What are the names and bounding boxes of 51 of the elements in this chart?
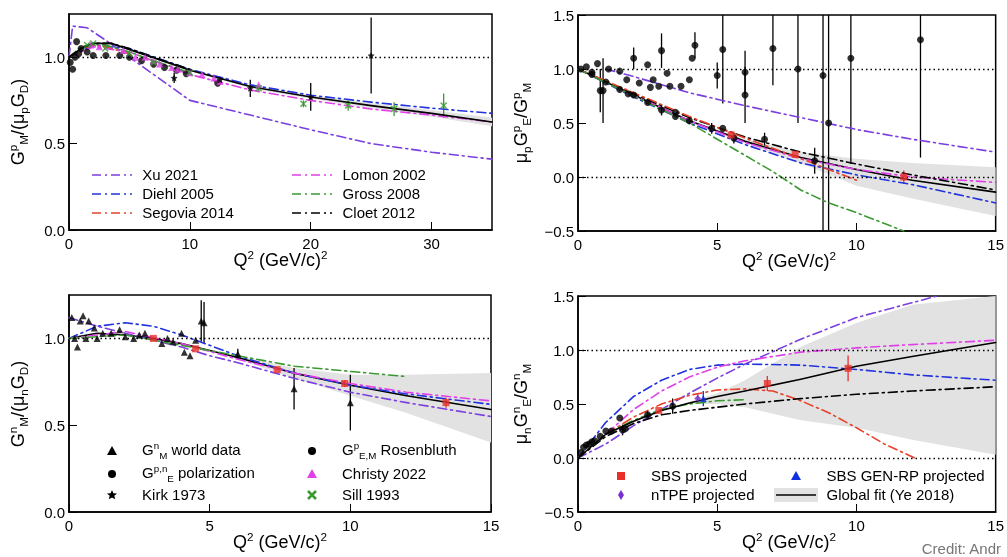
y-tick-label: 0.5 xyxy=(553,395,574,413)
x-tick-label: 15 xyxy=(987,236,1004,253)
legend-label: Xu 2021 xyxy=(142,166,199,184)
x-tick-label: 30 xyxy=(423,235,440,252)
x-tick-label: 10 xyxy=(848,517,865,534)
x-tick-label: 5 xyxy=(205,517,214,534)
legend-label: Segovia 2014 xyxy=(142,204,234,222)
x-tick-label: 0 xyxy=(64,517,74,534)
legend-label: Diehl 2005 xyxy=(142,185,214,203)
x-tick-label: 15 xyxy=(482,517,500,534)
legend-label: Cloet 2012 xyxy=(342,204,416,222)
legend-label: G$^{p,n}$$_{E}$ polarization xyxy=(142,463,255,485)
y-tick-label: 1.0 xyxy=(44,329,65,347)
y-tick-label: 1.5 xyxy=(553,6,574,24)
y-tick-label: 0.0 xyxy=(44,221,65,239)
text: Credit: Andr xyxy=(921,540,1001,557)
y-tick-label: 1.0 xyxy=(553,341,574,359)
y-tick-label: 1.5 xyxy=(553,287,574,305)
x-tick-label: 0 xyxy=(573,236,583,253)
y-tick-label: 1.0 xyxy=(553,60,574,78)
x-axis-title: Q$^{2}$ (GeV/c)$^{2}$ xyxy=(232,530,328,553)
legend-label: nTPE projected xyxy=(651,486,755,504)
x-tick-label: 5 xyxy=(713,236,722,253)
x-tick-label: 0 xyxy=(573,517,583,534)
legend-label: Lomon 2002 xyxy=(342,166,426,184)
y-tick-label: 0.5 xyxy=(44,135,65,153)
legend-label: Sill 1993 xyxy=(341,486,400,504)
legend-label: Global fit (Ye 2018) xyxy=(826,486,955,504)
legend-label: SBS projected xyxy=(651,467,747,485)
y-tick-label: 0.5 xyxy=(553,114,574,132)
x-tick-label: 0 xyxy=(64,235,74,252)
legend-label: SBS GEN-RP projected xyxy=(826,467,985,485)
x-tick-label: 10 xyxy=(848,236,865,253)
y-tick-label: −0.5 xyxy=(544,222,574,240)
y-tick-label: 0.0 xyxy=(553,168,574,186)
x-tick-label: 5 xyxy=(713,517,722,534)
legend-label: G$^{n}$$_{M}$ world data xyxy=(142,440,241,462)
legend-label: Kirk 1973 xyxy=(142,486,206,504)
x-axis-title: Q$^{2}$ (GeV/c)$^{2}$ xyxy=(741,530,837,553)
x-tick-label: 15 xyxy=(987,517,1004,534)
legend-label: Christy 2022 xyxy=(341,465,427,483)
legend-label: Gross 2008 xyxy=(342,185,421,203)
legend-label: G$^{p}$$_{E,M}$ Rosenbluth xyxy=(341,440,457,462)
y-tick-label: 0.0 xyxy=(553,449,574,467)
y-tick-label: −0.5 xyxy=(544,503,574,521)
y-tick-label: 0.5 xyxy=(44,416,65,434)
y-tick-label: 1.0 xyxy=(44,48,65,66)
x-tick-label: 10 xyxy=(341,517,359,534)
y-tick-label: 0.0 xyxy=(44,503,65,521)
x-tick-label: 10 xyxy=(181,235,199,252)
x-axis-title: Q$^{2}$ (GeV/c)$^{2}$ xyxy=(741,249,837,272)
